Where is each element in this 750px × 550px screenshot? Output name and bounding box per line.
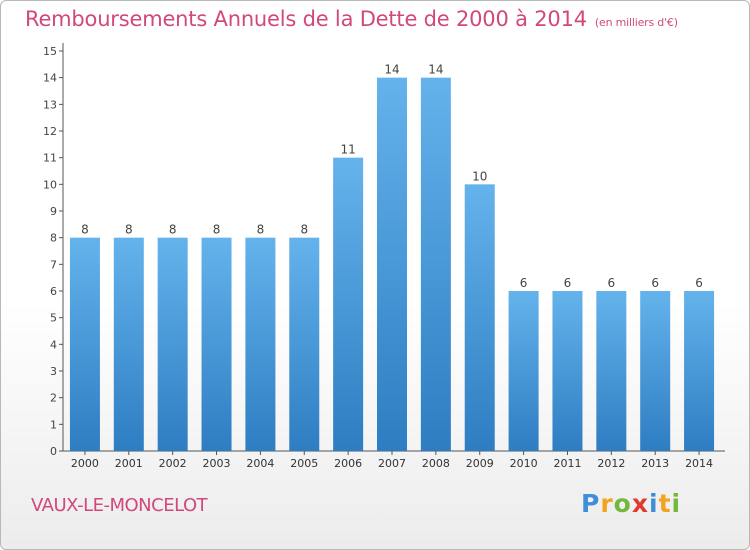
bar-2005[interactable] <box>289 237 320 451</box>
x-tick-label: 2006 <box>334 457 362 470</box>
chart-subtitle: (en milliers d'€) <box>594 16 678 29</box>
bar-2006[interactable] <box>333 157 364 451</box>
data-label: 8 <box>169 223 177 237</box>
x-tick-label: 2003 <box>203 457 231 470</box>
data-label: 6 <box>695 276 703 290</box>
y-tick-label: 6 <box>50 285 57 298</box>
bar-2007[interactable] <box>377 77 407 452</box>
chart-title: Remboursements Annuels de la Dette de 20… <box>25 7 678 31</box>
bar-2012[interactable] <box>596 291 627 451</box>
data-label: 6 <box>564 276 572 290</box>
data-label: 6 <box>608 276 616 290</box>
y-tick-label: 0 <box>50 445 57 458</box>
bar-2013[interactable] <box>640 291 671 451</box>
chart-title-text: Remboursements Annuels de la Dette de 20… <box>25 7 587 31</box>
logo-letter: i <box>649 489 659 518</box>
logo-letter: o <box>613 489 632 518</box>
y-tick-label: 11 <box>43 152 57 165</box>
x-tick-label: 2009 <box>466 457 494 470</box>
bar-2000[interactable] <box>69 237 100 451</box>
x-tick-label: 2000 <box>71 457 99 470</box>
bar-2004[interactable] <box>245 237 276 451</box>
chart-bars <box>69 77 715 452</box>
x-tick-label: 2014 <box>685 457 713 470</box>
y-tick-label: 5 <box>50 312 57 325</box>
y-tick-label: 1 <box>50 418 57 431</box>
y-tick-label: 7 <box>50 258 57 271</box>
data-label: 8 <box>81 223 89 237</box>
data-label: 8 <box>300 223 308 237</box>
x-tick-label: 2001 <box>115 457 143 470</box>
x-tick-label: 2011 <box>553 457 581 470</box>
x-tick-label: 2002 <box>159 457 187 470</box>
x-tick-label: 2004 <box>246 457 274 470</box>
y-tick-label: 10 <box>43 178 57 191</box>
bar-2011[interactable] <box>552 291 583 451</box>
logo-letter: i <box>671 489 682 518</box>
y-tick-label: 13 <box>43 98 57 111</box>
data-label: 11 <box>340 143 355 157</box>
data-label: 8 <box>125 223 133 237</box>
logo-letter: x <box>631 489 649 518</box>
data-label: 8 <box>213 223 221 237</box>
y-tick-label: 2 <box>50 392 57 405</box>
data-label: 14 <box>428 63 443 77</box>
logo-letter: r <box>600 489 614 518</box>
data-label: 8 <box>257 223 265 237</box>
y-tick-label: 9 <box>50 205 57 218</box>
x-tick-label: 2013 <box>641 457 669 470</box>
x-tick-label: 2007 <box>378 457 406 470</box>
commune-name: VAUX-LE-MONCELOT <box>31 495 208 516</box>
y-tick-label: 3 <box>50 365 57 378</box>
bar-2001[interactable] <box>113 237 144 451</box>
y-tick-label: 8 <box>50 232 57 245</box>
bar-2008[interactable] <box>420 77 451 452</box>
y-tick-label: 12 <box>43 125 57 138</box>
proxiti-logo[interactable]: Proxiti <box>581 489 681 518</box>
x-tick-label: 2010 <box>510 457 538 470</box>
y-tick-label: 4 <box>50 338 57 351</box>
chart-data-labels: 8 8 8 8 8 8 11 14 14 10 6 6 6 6 6 <box>81 63 703 290</box>
x-tick-label: 2012 <box>597 457 625 470</box>
logo-letter: P <box>581 489 601 518</box>
bar-2014[interactable] <box>684 291 715 451</box>
data-label: 10 <box>472 169 487 183</box>
bar-2010[interactable] <box>508 291 539 451</box>
data-label: 14 <box>384 63 399 77</box>
bar-2002[interactable] <box>157 237 188 451</box>
data-label: 6 <box>520 276 528 290</box>
bar-2003[interactable] <box>201 237 232 451</box>
y-tick-label: 14 <box>43 72 57 85</box>
logo-letter: t <box>658 489 672 518</box>
x-tick-label: 2008 <box>422 457 450 470</box>
x-tick-label: 2005 <box>290 457 318 470</box>
y-tick-label: 15 <box>43 45 57 58</box>
data-label: 6 <box>651 276 659 290</box>
bar-2009[interactable] <box>464 184 495 452</box>
